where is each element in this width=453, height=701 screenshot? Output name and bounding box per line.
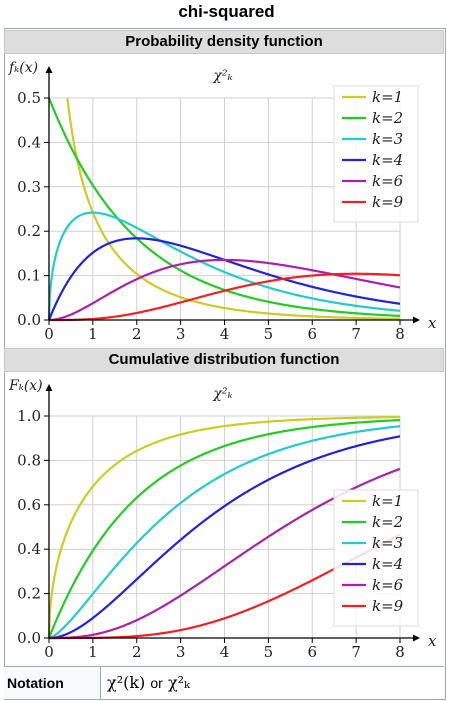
x-tick-label: 3 [176,643,186,661]
x-axis-label: x [428,314,437,332]
x-tick-label: 5 [264,325,274,343]
legend-box [333,489,419,627]
series-line-k9 [49,272,401,322]
x-axis-arrow [413,634,420,642]
y-tick-label: 0.8 [17,451,41,469]
pdf-header: Probability density function [4,30,444,54]
series-line-k1 [47,415,401,638]
infobox-title: chi-squared [178,2,275,21]
notation-or: or [150,675,163,691]
legend-label-k2: k=2 [372,513,403,531]
legend-label-k9: k=9 [372,193,404,211]
series-line-k3 [47,211,401,321]
y-tick-label: 0.6 [17,496,41,514]
notation-value: χ²(k) or χ²ₖ [100,667,444,699]
notation-symbol-2: χ²ₖ [167,673,190,692]
y-tick-label: 0.3 [17,178,41,196]
legend-label-k2: k=2 [372,109,403,127]
legend-label-k3: k=3 [372,130,403,148]
y-tick-label: 0.1 [17,267,41,285]
x-tick-label: 7 [351,643,361,661]
notation-row: Notation χ²(k) or χ²ₖ [4,666,444,699]
x-tick-label: 1 [88,643,98,661]
x-axis-label: x [428,632,437,650]
legend-label-k1: k=1 [372,492,403,510]
x-tick-label: 3 [176,325,186,343]
x-axis-arrow [413,316,420,324]
y-axis-label: Fₖ(x) [8,378,43,394]
y-tick-label: 0.2 [17,585,41,603]
cdf-chart[interactable]: 0 1 2 3 4 5 6 7 8 0.0 0.2 0.4 0.6 0.8 1.0 x Fₖ(x) χ²ₖ k=1 k… [5,372,443,664]
legend-label-k9: k=9 [372,597,404,615]
x-tick-label: 6 [307,325,317,343]
chart-title: χ²ₖ [212,68,232,84]
legend-label-k4: k=4 [372,555,403,573]
legend-label-k4: k=4 [372,151,403,169]
y-tick-label: 0.4 [17,540,41,558]
series-line-k3 [48,425,401,640]
series-line-k6 [48,258,401,322]
x-tick-label: 6 [307,643,317,661]
y-tick-label: 1.0 [17,407,41,425]
legend-label-k1: k=1 [372,88,403,106]
x-tick-label: 8 [395,643,405,661]
series-line-k4 [48,435,401,640]
series-line-k1 [66,98,401,320]
x-tick-label: 7 [351,325,361,343]
notation-label: Notation [7,675,64,691]
y-tick-label: 0.5 [17,89,41,107]
x-tick-label: 1 [88,325,98,343]
chart-title: χ²ₖ [212,386,232,402]
legend-label-k6: k=6 [372,172,404,190]
x-tick-label: 8 [395,325,405,343]
x-tick-label: 0 [44,325,54,343]
notation-symbol-1: χ²(k) [107,673,146,692]
legend-label-k3: k=3 [372,534,403,552]
cdf-header: Cumulative distribution function [4,348,444,372]
y-tick-label: 0.0 [17,629,41,647]
y-tick-label: 0.4 [17,133,41,151]
x-tick-label: 2 [132,643,142,661]
y-axis-arrow [45,384,53,391]
x-tick-label: 4 [220,643,230,661]
y-axis-arrow [45,66,53,73]
y-tick-label: 0.2 [17,222,41,240]
x-tick-label: 0 [44,643,54,661]
x-tick-label: 2 [132,325,142,343]
x-tick-label: 5 [264,643,274,661]
y-axis-label: fₖ(x) [8,60,38,76]
pdf-chart[interactable]: 0 1 2 3 4 5 6 7 8 0.0 0.1 0.2 0.3 0.4 0.5 x fₖ(x) χ²ₖ k=1 k… [5,54,443,346]
legend-box [333,85,419,223]
y-tick-label: 0.0 [17,311,41,329]
legend-label-k6: k=6 [372,576,404,594]
series-line-k2 [47,418,401,639]
x-tick-label: 4 [220,325,230,343]
